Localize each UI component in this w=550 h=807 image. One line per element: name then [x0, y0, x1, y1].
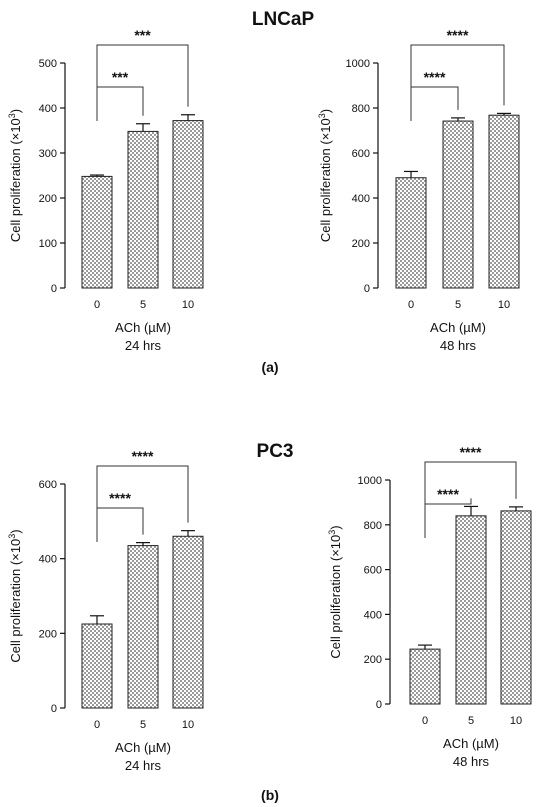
significance-stars: **** — [424, 69, 446, 85]
significance-bracket — [410, 86, 459, 121]
y-tick-label: 800 — [364, 520, 382, 532]
x-tick-label: 5 — [140, 299, 146, 311]
y-tick-label: 200 — [39, 628, 57, 640]
significance-bracket — [96, 86, 144, 121]
bar-0 — [81, 175, 113, 289]
significance-stars: **** — [447, 27, 469, 43]
bar-0 — [409, 648, 441, 705]
chart-pc3-24h: 0 200 400 600 Cell proliferation (×103) 0 5 10 A… — [7, 448, 204, 773]
significance-stars: **** — [460, 444, 482, 460]
y-tick-label: 200 — [39, 193, 57, 205]
significance-stars: *** — [112, 69, 129, 85]
y-tick-label: 0 — [376, 699, 382, 711]
time-point-label: 24 hrs — [125, 338, 162, 353]
y-axis-label: Cell proliferation (×103) — [7, 109, 23, 242]
y-tick-label: 0 — [364, 283, 370, 295]
significance-stars: **** — [109, 490, 131, 506]
x-tick-label: 5 — [455, 299, 461, 311]
x-tick-label: 0 — [94, 719, 100, 731]
x-tick-label: 10 — [182, 719, 194, 731]
bar-5 — [455, 515, 487, 705]
y-tick-label: 400 — [352, 193, 370, 205]
bar-10 — [488, 114, 520, 289]
time-point-label: 24 hrs — [125, 758, 162, 773]
significance-bracket — [410, 44, 505, 106]
bar-5 — [442, 120, 474, 289]
significance-stars: **** — [437, 486, 459, 502]
x-tick-label: 10 — [510, 715, 522, 727]
y-tick-label: 400 — [39, 103, 57, 115]
figure-title-lncap: LNCaP — [252, 9, 315, 30]
y-tick-label: 200 — [364, 654, 382, 666]
x-tick-label: 5 — [140, 719, 146, 731]
time-point-label: 48 hrs — [440, 338, 477, 353]
y-axis-label: Cell proliferation (×103) — [327, 525, 343, 658]
bar-0 — [81, 623, 113, 709]
bar-5 — [127, 545, 159, 709]
y-tick-label: 1000 — [346, 58, 370, 70]
y-tick-label: 800 — [352, 103, 370, 115]
bar-0 — [395, 177, 427, 289]
figure-title-pc3: PC3 — [257, 441, 294, 462]
y-tick-label: 500 — [39, 58, 57, 70]
y-tick-label: 600 — [39, 479, 57, 491]
significance-stars: *** — [134, 27, 151, 43]
chart-lncap-48h: 0 200 400 600 800 1000 Cell proliferation (×10… — [317, 27, 520, 353]
x-axis-label: ACh (µM) — [430, 320, 486, 335]
bar-10 — [172, 535, 204, 709]
significance-bracket — [96, 507, 144, 542]
x-axis-label: ACh (µM) — [443, 736, 499, 751]
significance-bracket — [424, 461, 517, 504]
x-axis-label: ACh (µM) — [115, 320, 171, 335]
x-tick-label: 0 — [94, 299, 100, 311]
y-tick-label: 0 — [51, 703, 57, 715]
significance-bracket — [96, 465, 189, 523]
bar-10 — [500, 510, 532, 705]
x-tick-label: 10 — [498, 299, 510, 311]
significance-bracket — [96, 44, 189, 107]
y-tick-label: 400 — [364, 609, 382, 621]
y-axis-label: Cell proliferation (×103) — [7, 529, 23, 662]
y-tick-label: 200 — [352, 238, 370, 250]
x-axis-label: ACh (µM) — [115, 740, 171, 755]
time-point-label: 48 hrs — [453, 754, 490, 769]
panel-label-a: (a) — [261, 359, 278, 375]
x-tick-label: 0 — [408, 299, 414, 311]
y-tick-label: 1000 — [358, 475, 382, 487]
y-tick-label: 100 — [39, 238, 57, 250]
y-tick-label: 600 — [364, 565, 382, 577]
bar-10 — [172, 120, 204, 289]
x-tick-label: 10 — [182, 299, 194, 311]
x-tick-label: 0 — [422, 715, 428, 727]
panel-label-b: (b) — [261, 787, 279, 803]
x-tick-label: 5 — [468, 715, 474, 727]
y-tick-label: 300 — [39, 148, 57, 160]
y-axis-label: Cell proliferation (×103) — [317, 109, 333, 242]
y-tick-label: 0 — [51, 283, 57, 295]
y-tick-label: 600 — [352, 148, 370, 160]
significance-stars: **** — [132, 448, 154, 464]
significance-bracket — [424, 498, 472, 538]
y-tick-label: 400 — [39, 554, 57, 566]
chart-pc3-48h: 0 200 400 600 800 1000 Cell proliferation (×10… — [327, 444, 532, 769]
bar-5 — [127, 130, 159, 289]
